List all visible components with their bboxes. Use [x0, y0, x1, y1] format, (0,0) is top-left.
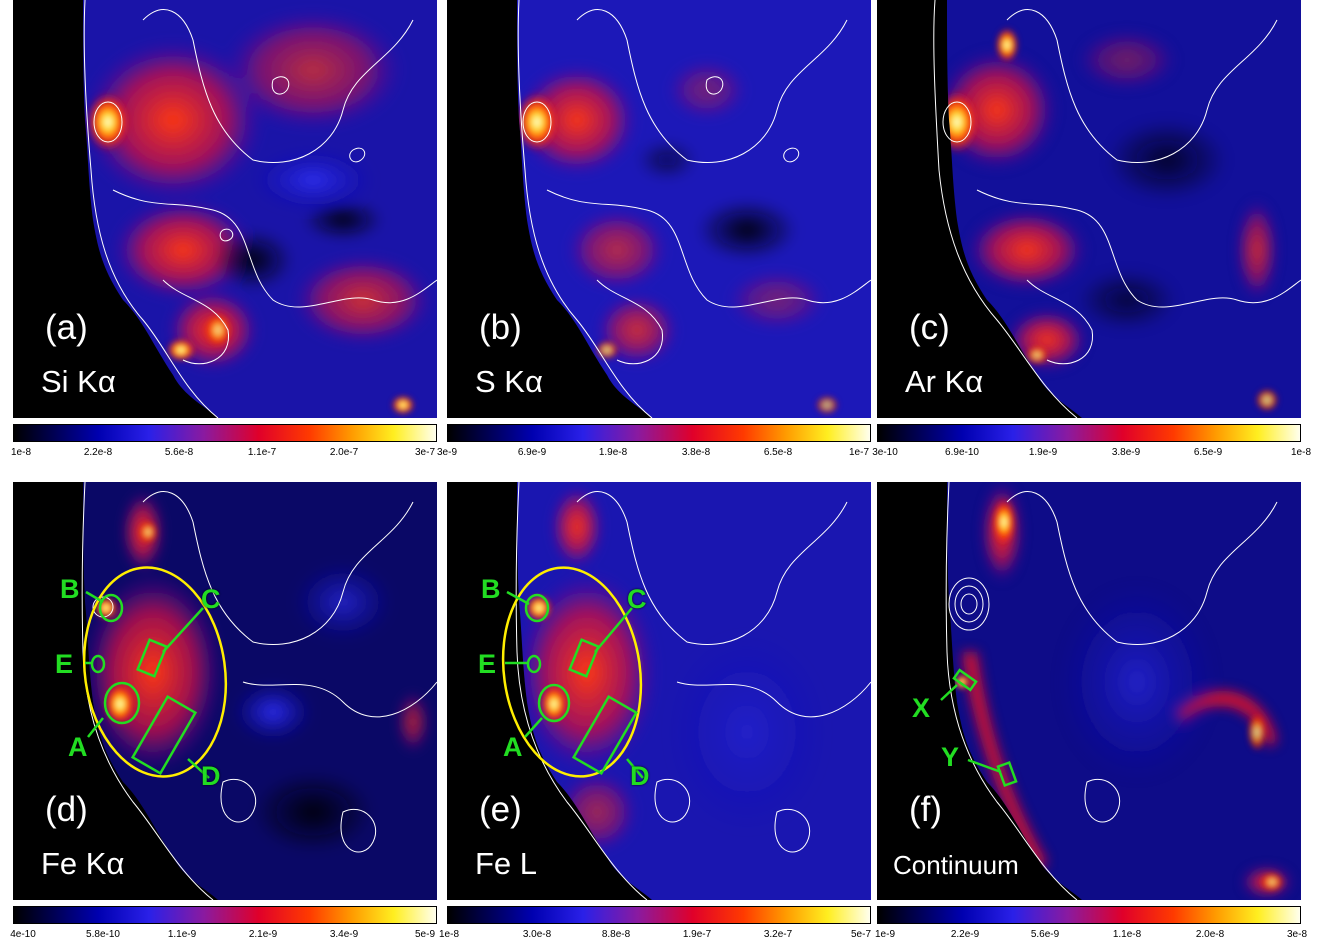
colorbar [877, 424, 1301, 442]
panel-label: (f) [909, 790, 943, 829]
emission-line-label: Fe Kα [41, 846, 125, 881]
region-d [130, 694, 198, 776]
tick-label: 1e-8 [438, 929, 460, 940]
emission-line-label: Si Kα [41, 364, 116, 399]
tick-label: 5.6e-9 [1030, 929, 1060, 940]
tick-label: 1.9e-7 [682, 929, 712, 940]
tick-label: 3e-9 [436, 447, 458, 458]
region-label-x: X [912, 693, 931, 723]
colorbar-ticks: 3e-9 6.9e-9 1.9e-8 3.8e-8 6.5e-8 1e-7 [437, 447, 887, 461]
image-panel-fe-ka: B E A C D (d) Fe Kα [13, 482, 437, 900]
tick-label: 8.8e-8 [601, 929, 631, 940]
tick-label: 5.6e-8 [164, 447, 194, 458]
panel-label: (c) [909, 308, 950, 347]
tick-label: 2.1e-9 [248, 929, 278, 940]
region-label-a: A [503, 732, 523, 762]
region-y [996, 760, 1018, 788]
colorbar-ticks: 3e-10 6.9e-10 1.9e-9 3.8e-9 6.5e-9 1e-8 [872, 447, 1317, 461]
tick-label: 5.8e-10 [86, 929, 120, 940]
tick-label: 1e-8 [10, 447, 32, 458]
si-ka-map [83, 0, 437, 418]
tick-label: 1e-9 [874, 929, 896, 940]
image-panel-continuum: X Y (f) Continuum [877, 482, 1301, 900]
region-b [98, 593, 124, 623]
tick-label: 5e-9 [414, 929, 436, 940]
region-label-d: D [630, 761, 650, 791]
analysis-ellipse [82, 566, 228, 778]
tick-label: 4e-10 [10, 929, 36, 940]
colorbar-ticks: 1e-8 2.2e-8 5.6e-8 1.1e-7 2.0e-7 3e-7 [10, 447, 453, 461]
tick-label: 2.0e-8 [1195, 929, 1225, 940]
panel-label: (e) [479, 790, 522, 829]
region-c [136, 638, 168, 678]
analysis-ellipse [501, 566, 643, 778]
tick-label: 3.4e-9 [329, 929, 359, 940]
ar-ka-map [933, 0, 1301, 418]
s-ka-map [517, 0, 871, 418]
region-c [568, 638, 600, 678]
fe-l-map [501, 482, 871, 900]
colorbar [13, 424, 437, 442]
tick-label: 1.1e-9 [167, 929, 197, 940]
image-panel-fe-l: B E A C D (e) Fe L [447, 482, 871, 900]
tick-label: 3e-8 [1286, 929, 1308, 940]
region-label-e: E [478, 649, 497, 679]
image-panel-ar-ka: (c) Ar Kα [877, 0, 1301, 418]
emission-line-label: Ar Kα [905, 364, 984, 399]
tick-label: 3.2e-7 [763, 929, 793, 940]
tick-label: 6.5e-8 [763, 447, 793, 458]
panel-label: (a) [45, 308, 88, 347]
tick-label: 1.1e-7 [247, 447, 277, 458]
colorbar [447, 424, 871, 442]
region-a [537, 683, 571, 723]
colorbar-ticks: 4e-10 5.8e-10 1.1e-9 2.1e-9 3.4e-9 5e-9 [10, 929, 453, 943]
tick-label: 6.9e-9 [517, 447, 547, 458]
region-d [571, 694, 639, 776]
tick-label: 3e-7 [414, 447, 436, 458]
colorbar-ticks: 1e-9 2.2e-9 5.6e-9 1.1e-8 2.0e-8 3e-8 [874, 929, 1317, 943]
tick-label: 6.5e-9 [1193, 447, 1223, 458]
colorbar [877, 906, 1301, 924]
tick-label: 3.0e-8 [522, 929, 552, 940]
tick-label: 3e-10 [872, 447, 898, 458]
region-a [103, 681, 141, 725]
tick-label: 2.0e-7 [329, 447, 359, 458]
panel-label: (b) [479, 308, 522, 347]
region-label-c: C [201, 584, 221, 614]
region-x [952, 668, 978, 692]
tick-label: 2.2e-9 [950, 929, 980, 940]
region-label-e: E [55, 649, 74, 679]
tick-label: 1e-7 [848, 447, 870, 458]
tick-label: 1.9e-9 [1028, 447, 1058, 458]
tick-label: 1.1e-8 [1112, 929, 1142, 940]
region-label-b: B [60, 574, 80, 604]
tick-label: 5e-7 [850, 929, 872, 940]
colorbar [13, 906, 437, 924]
image-panel-s-ka: (b) S Kα [447, 0, 871, 418]
emission-line-label: Fe L [475, 846, 538, 881]
tick-label: 2.2e-8 [83, 447, 113, 458]
colorbar-ticks: 1e-8 3.0e-8 8.8e-8 1.9e-7 3.2e-7 5e-7 [439, 929, 887, 943]
panel-label: (d) [45, 790, 88, 829]
tick-label: 1.9e-8 [598, 447, 628, 458]
tick-label: 3.8e-8 [681, 447, 711, 458]
emission-line-label: Continuum [893, 850, 1019, 880]
region-label-d: D [201, 761, 221, 791]
continuum-map [940, 482, 1301, 900]
region-label-y: Y [941, 742, 960, 772]
emission-line-label: S Kα [475, 364, 543, 399]
tick-label: 6.9e-10 [945, 447, 979, 458]
image-panel-si-ka: (a) Si Kα [13, 0, 437, 418]
region-label-b: B [481, 574, 501, 604]
colorbar [447, 906, 871, 924]
region-b [524, 593, 550, 623]
region-label-c: C [627, 584, 647, 614]
region-label-a: A [68, 732, 88, 762]
tick-label: 3.8e-9 [1111, 447, 1141, 458]
tick-label: 1e-8 [1290, 447, 1312, 458]
fe-ka-map [81, 482, 437, 900]
